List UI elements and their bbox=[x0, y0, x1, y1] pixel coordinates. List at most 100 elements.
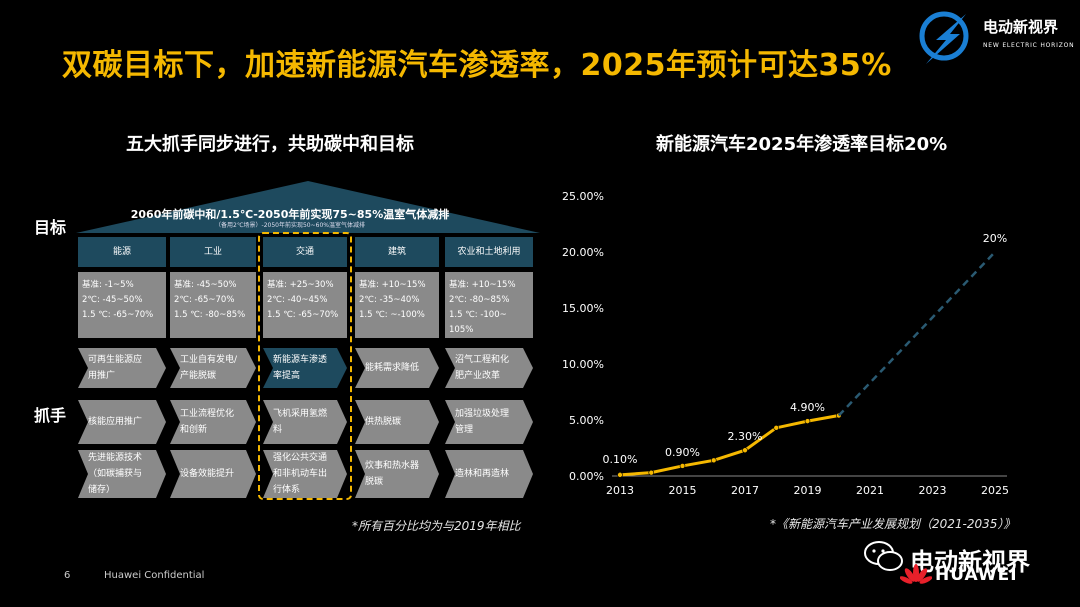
data-point bbox=[679, 463, 686, 469]
sector-baseline-box: 基准: +25~30% 2℃: -40~45% 1.5 ℃: -65~70% bbox=[263, 272, 347, 338]
data-label: 0.10% bbox=[603, 453, 638, 466]
lever-arrow-shape bbox=[78, 400, 166, 444]
data-point bbox=[804, 418, 811, 424]
lever-label: 造林和再造林 bbox=[455, 469, 510, 479]
lever-label: 工业自有发电/ 产能脱碳 bbox=[180, 355, 238, 381]
baseline-line: 基准: -1~5% bbox=[82, 280, 134, 290]
huawei-flower-icon bbox=[900, 564, 932, 584]
data-point bbox=[742, 447, 748, 454]
data-label: 2.30% bbox=[728, 430, 763, 443]
levers-label: 抓手 bbox=[34, 406, 67, 425]
projection-line bbox=[837, 251, 996, 417]
data-point bbox=[773, 425, 780, 431]
baseline-line: 2℃: -65~70% bbox=[174, 295, 235, 305]
baseline-line: 1.5 ℃: ~-100% bbox=[359, 310, 425, 320]
left-panel-title: 五大抓手同步进行，共助碳中和目标 bbox=[126, 134, 414, 155]
lever-label: 加强垃圾处理 管理 bbox=[455, 409, 510, 435]
lever-arrow-shape bbox=[170, 400, 256, 444]
baseline-line: 基准: -45~50% bbox=[174, 280, 237, 290]
confidential-label: Huawei Confidential bbox=[104, 570, 205, 581]
sector-header: 交通 bbox=[263, 237, 347, 267]
penetration-line-chart: 0.00% 5.00% 10.00% 15.00% 20.00% 25.00% 2013 20… bbox=[562, 190, 1009, 497]
page-title: 双碳目标下，加速新能源汽车渗透率，2025年预计可达35% bbox=[62, 48, 892, 83]
lever-arrow-shape bbox=[170, 450, 256, 498]
data-point bbox=[710, 457, 717, 464]
baseline-line: 2℃: -35~40% bbox=[359, 295, 420, 305]
sector-baseline-box: 基准: -1~5% 2℃: -45~50% 1.5 ℃: -65~70% bbox=[78, 272, 166, 338]
transport-highlight-box bbox=[258, 232, 352, 500]
brand-logo bbox=[919, 11, 969, 64]
lever-arrow-shape bbox=[78, 450, 166, 498]
data-label: 0.90% bbox=[665, 446, 700, 459]
lever-label: 能耗需求降低 bbox=[365, 363, 420, 373]
lever-arrow-shape bbox=[355, 400, 439, 444]
sector-baseline-box: 基准: +10~15% 2℃: -80~85% 1.5 ℃: -100~ 105% bbox=[445, 272, 533, 338]
lever-arrow-shape bbox=[445, 450, 533, 498]
lever-arrow-shape bbox=[263, 450, 347, 498]
sector-baseline-box: 基准: -45~50% 2℃: -65~70% 1.5 ℃: -80~85% bbox=[170, 272, 256, 338]
right-footnote: *《新能源汽车产业发展规划（2021-2035）》 bbox=[770, 517, 1016, 531]
baseline-line: 基准: +25~30% bbox=[267, 280, 334, 290]
baseline-line: 1.5 ℃: -65~70% bbox=[82, 310, 154, 320]
sector-header: 能源 bbox=[78, 237, 166, 267]
sector-header: 农业和土地利用 bbox=[445, 237, 533, 267]
sector-header: 建筑 bbox=[355, 237, 439, 267]
roof-goal-subtext: （备用2℃场景）-2050年前实现50~60%温室气体减排 bbox=[215, 222, 365, 229]
x-tick-label: 2019 bbox=[794, 484, 822, 497]
lever-label: 强化公共交通 和非机动车出 行体系 bbox=[273, 453, 328, 495]
baseline-line: 1.5 ℃: -100~ bbox=[449, 310, 507, 320]
x-tick-label: 2015 bbox=[669, 484, 697, 497]
lever-label: 工业流程优化 和创新 bbox=[180, 409, 235, 435]
logo-text: 电动新视界 bbox=[983, 18, 1059, 36]
page-number: 6 bbox=[64, 570, 71, 581]
lever-label: 新能源车渗透 率提高 bbox=[273, 355, 328, 381]
wechat-icon bbox=[864, 541, 903, 571]
lever-label: 沼气工程和化 肥产业改革 bbox=[455, 355, 510, 381]
lever-label: 先进能源技术 （如碳捕获与 储存） bbox=[88, 453, 143, 495]
lever-label: 可再生能源应 用推广 bbox=[88, 355, 143, 381]
baseline-line: 基准: +10~15% bbox=[449, 280, 516, 290]
x-tick-label: 2021 bbox=[856, 484, 884, 497]
y-tick-label: 5.00% bbox=[569, 414, 604, 427]
sector-baseline-box: 基准: +10~15% 2℃: -35~40% 1.5 ℃: ~-100% bbox=[355, 272, 439, 338]
lever-arrow-shape bbox=[263, 400, 347, 444]
sector-header: 工业 bbox=[170, 237, 256, 267]
baseline-line: 2℃: -80~85% bbox=[449, 295, 510, 305]
huawei-brand: HUAWEI bbox=[935, 565, 1018, 585]
y-tick-label: 20.00% bbox=[562, 246, 604, 259]
lever-arrow-shape bbox=[355, 450, 439, 498]
lever-label: 核能应用推广 bbox=[88, 417, 143, 427]
logo-ring-icon bbox=[919, 11, 969, 61]
baseline-line: 2℃: -40~45% bbox=[267, 295, 328, 305]
lever-arrow-shape bbox=[445, 400, 533, 444]
y-tick-label: 0.00% bbox=[569, 470, 604, 483]
left-footnote: *所有百分比均为与2019年相比 bbox=[352, 519, 521, 533]
data-label: 20% bbox=[983, 232, 1007, 245]
data-point bbox=[648, 469, 655, 476]
lever-label: 供热脱碳 bbox=[365, 417, 402, 427]
lever-label: 设备效能提升 bbox=[180, 469, 235, 479]
lever-arrow-shape bbox=[445, 348, 533, 388]
logo-subtext: NEW ELECTRIC HORIZON bbox=[983, 42, 1075, 49]
watermark-text: 电动新视界 bbox=[910, 548, 1030, 576]
baseline-line: 1.5 ℃: -65~70% bbox=[267, 310, 339, 320]
lever-arrow-shape bbox=[170, 348, 256, 388]
goal-label: 目标 bbox=[34, 218, 67, 237]
lever-label: 炊事和热水器 脱碳 bbox=[365, 461, 420, 487]
x-tick-label: 2017 bbox=[731, 484, 759, 497]
right-panel-title: 新能源汽车2025年渗透率目标20% bbox=[656, 134, 948, 155]
x-tick-label: 2023 bbox=[919, 484, 947, 497]
baseline-line: 基准: +10~15% bbox=[359, 280, 426, 290]
y-tick-label: 25.00% bbox=[562, 190, 604, 203]
x-tick-label: 2013 bbox=[606, 484, 634, 497]
baseline-line: 1.5 ℃: -80~85% bbox=[174, 310, 246, 320]
lever-arrow-shape bbox=[355, 348, 439, 388]
y-tick-label: 15.00% bbox=[562, 302, 604, 315]
data-label: 4.90% bbox=[790, 401, 825, 414]
lever-arrow-shape bbox=[78, 348, 166, 388]
data-point bbox=[617, 472, 623, 478]
baseline-line: 105% bbox=[449, 325, 474, 335]
actual-line bbox=[619, 414, 840, 477]
roof-shape bbox=[76, 181, 540, 233]
lever-label: 飞机采用氢燃 料 bbox=[273, 409, 328, 435]
